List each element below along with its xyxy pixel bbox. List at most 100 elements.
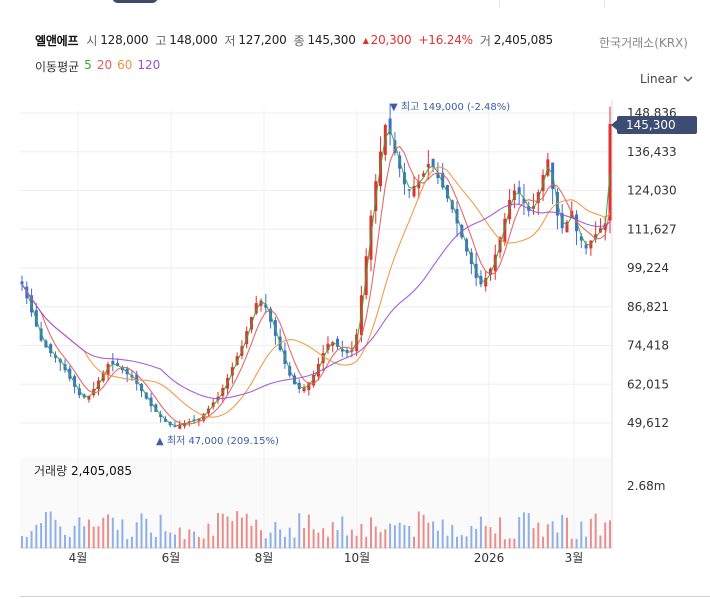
high-label: 고 <box>155 33 167 48</box>
volume-bar <box>360 524 363 548</box>
candle-body <box>436 172 440 179</box>
candle-body <box>402 172 406 185</box>
volume-bar <box>240 517 243 548</box>
volume-bar <box>283 536 286 548</box>
ma-label: 이동평균 <box>35 60 80 74</box>
volume-bar <box>484 525 487 548</box>
candle-body <box>336 338 340 347</box>
candle-body <box>20 281 24 285</box>
volume-bar <box>570 538 573 548</box>
volume-bar <box>35 524 38 548</box>
candle-body <box>488 268 492 275</box>
price-axis-tick: 49,612 <box>627 416 669 430</box>
volume-bar <box>207 523 210 548</box>
candle-body <box>135 374 139 384</box>
volume-bar <box>274 521 277 548</box>
scale-selector[interactable]: Linear <box>640 72 693 86</box>
volume-bar <box>59 526 62 548</box>
candle-body <box>264 304 268 308</box>
volume-bar <box>470 525 473 548</box>
ma-60-legend[interactable]: 60 <box>117 58 133 72</box>
volume-bar <box>178 527 181 548</box>
volume-bar <box>49 511 52 548</box>
volume-bar <box>413 536 415 548</box>
candle-body <box>331 342 335 346</box>
volume-value: 2,405,085 <box>493 33 553 47</box>
volume-bar <box>307 514 310 548</box>
volume-bar <box>585 536 588 548</box>
volume-bar <box>255 519 258 548</box>
time-axis-tick: 4월 <box>69 551 88 565</box>
candle-body <box>159 414 163 418</box>
candle-body <box>163 418 167 422</box>
volume-bar <box>197 536 200 548</box>
top-toolbar-edge <box>0 0 710 8</box>
candle-body <box>422 173 426 177</box>
candle-body <box>570 210 574 218</box>
volume-bar <box>403 525 406 548</box>
volume-bar <box>518 517 521 548</box>
volume-bar <box>212 535 215 548</box>
volume-bar <box>384 529 387 548</box>
volume-bar <box>250 525 253 548</box>
scale-selector-label: Linear <box>640 72 678 86</box>
candle-body <box>326 343 330 351</box>
price-axis-tick: 124,030 <box>627 184 677 198</box>
volume-bar <box>398 522 401 548</box>
open-value: 128,000 <box>100 33 149 47</box>
volume-bar <box>436 530 439 548</box>
volume-bar <box>589 518 592 548</box>
toolbar-divider <box>499 0 500 8</box>
ma-20-legend[interactable]: 20 <box>96 58 113 72</box>
volume-bar <box>489 527 492 548</box>
ma-120-legend[interactable]: 120 <box>137 58 161 72</box>
volume-bar <box>446 535 449 548</box>
volume-bar <box>322 528 325 548</box>
volume-panel-label: 거래량 <box>34 464 68 478</box>
candle-body <box>211 402 215 407</box>
volume-bar <box>30 531 33 548</box>
volume-bar <box>111 517 114 548</box>
volume-bar <box>107 514 110 548</box>
time-axis-tick: 6월 <box>162 551 181 565</box>
time-axis-tick: 8월 <box>255 551 274 565</box>
volume-bar <box>465 536 468 548</box>
candle-body <box>307 382 311 391</box>
low-label: 저 <box>224 33 236 48</box>
volume-bar <box>479 516 482 548</box>
volume-bar <box>326 536 329 548</box>
volume-bar <box>575 538 578 548</box>
volume-bar <box>503 539 506 548</box>
volume-bar <box>532 528 535 548</box>
volume-panel-bg <box>20 458 612 548</box>
volume-bar <box>594 513 597 548</box>
chevron-down-icon <box>683 76 693 82</box>
volume-axis-tick: 2.68m <box>627 479 665 493</box>
volume-bar <box>369 517 372 548</box>
candle-body <box>517 187 521 194</box>
active-tab-indicator[interactable] <box>112 0 158 3</box>
volume-bar <box>312 529 315 548</box>
volume-bar <box>92 526 95 548</box>
volume-bar <box>140 513 143 548</box>
volume-bar <box>293 537 296 548</box>
volume-bar <box>537 522 540 548</box>
ma-60-line <box>21 166 611 418</box>
ma-5-legend[interactable]: 5 <box>84 58 92 72</box>
candle-body <box>192 419 196 421</box>
volume-bar <box>546 524 549 548</box>
ma-120-line <box>21 203 611 400</box>
volume-bar <box>441 519 444 548</box>
volume-bar <box>150 532 153 548</box>
volume-bar <box>121 519 124 548</box>
candle-body <box>441 172 445 188</box>
volume-bar <box>346 535 349 548</box>
volume-bar <box>427 522 430 548</box>
candle-body <box>259 300 263 306</box>
candle-body <box>484 278 488 287</box>
volume-bar <box>264 538 267 548</box>
candle-body <box>312 374 316 386</box>
triangle-up-icon: ▲ <box>362 35 369 45</box>
volume-bar <box>231 520 234 548</box>
